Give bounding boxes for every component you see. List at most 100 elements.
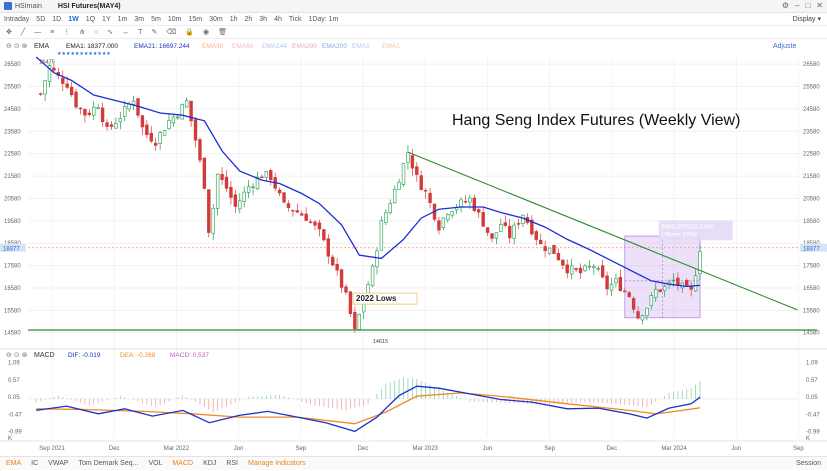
candle-body: [508, 225, 512, 239]
indicator-rsi[interactable]: RSI: [226, 460, 238, 467]
candle-body: [415, 166, 419, 175]
candle-body: [154, 142, 158, 146]
timeframe-1q[interactable]: 1Q: [85, 15, 96, 23]
macd-tick-right: K: [806, 436, 810, 442]
candle-body: [485, 227, 490, 233]
fib-tool-icon[interactable]: ⋮: [63, 29, 71, 36]
timeframe-1w[interactable]: 1W: [68, 15, 79, 23]
candle-body: [229, 186, 233, 198]
timeframe-1m[interactable]: 1m: [117, 15, 128, 23]
range-label-bg: [658, 220, 733, 241]
candle-body: [503, 222, 507, 226]
candle-body: [556, 252, 561, 261]
ema-legend-item: EMA1: [352, 43, 370, 50]
candle-body: [671, 279, 676, 282]
indicator-ic[interactable]: IC: [31, 460, 39, 467]
candle-body: [636, 311, 640, 319]
downtrend-line: [407, 151, 798, 311]
candle-body: [96, 107, 100, 109]
delete-tool-icon[interactable]: 🗑: [218, 29, 227, 36]
timeframe-1y[interactable]: 1Y: [102, 15, 111, 23]
candle-body: [490, 233, 494, 239]
timeframe-2h[interactable]: 2h: [244, 15, 253, 23]
timeframe-1day1m[interactable]: 1Day: 1m: [308, 15, 339, 23]
candle-body: [264, 170, 269, 178]
timeframe-3m[interactable]: 3m: [134, 15, 145, 23]
timeframe-3h[interactable]: 3h: [259, 15, 268, 23]
display-dropdown[interactable]: Display ▾: [792, 16, 821, 23]
candle-body: [246, 186, 251, 193]
candle-body: [649, 295, 654, 306]
candle-body: [516, 223, 521, 225]
price-tick-right: 26580: [803, 62, 820, 68]
erase-tool-icon[interactable]: ⌫: [166, 29, 177, 36]
indicator-vol[interactable]: VOL: [148, 460, 163, 467]
candle-body: [446, 213, 450, 221]
text-tool-icon[interactable]: T: [138, 28, 143, 36]
current-price-label-left: 18377: [3, 246, 20, 252]
candle-body: [631, 298, 636, 310]
candle-body: [69, 86, 74, 95]
timeframe-1h[interactable]: 1h: [229, 15, 238, 23]
candle-body: [87, 112, 92, 116]
candle-body: [326, 238, 330, 257]
app-name: HSImain: [15, 2, 42, 10]
timeframe-1d[interactable]: 1D: [52, 15, 62, 23]
timeframe-15m[interactable]: 15m: [188, 15, 203, 23]
lock-tool-icon[interactable]: 🔒: [185, 29, 194, 36]
timeframe-5m[interactable]: 5m: [151, 15, 161, 23]
timeframe-5d[interactable]: 5D: [36, 15, 46, 23]
candle-body: [140, 115, 145, 128]
indicator-vwap[interactable]: VWAP: [48, 460, 69, 467]
timeframe-intraday[interactable]: Intraday: [4, 15, 30, 23]
candle-body: [689, 286, 693, 290]
indicator-ema[interactable]: EMA: [6, 460, 22, 467]
session-button[interactable]: Session: [796, 460, 821, 467]
candle-body: [304, 213, 308, 221]
measure-tool-icon[interactable]: ↔: [122, 28, 130, 36]
crosshair-tool-icon[interactable]: ✥: [6, 29, 12, 36]
timeframe-30m[interactable]: 30m: [209, 15, 223, 23]
candle-body: [238, 200, 242, 210]
candle-body: [565, 264, 569, 274]
price-tick-left: 20580: [4, 196, 21, 202]
price-tick-left: 26580: [4, 62, 21, 68]
timeframe-10m[interactable]: 10m: [167, 15, 182, 23]
drawing-toolbar: ✥ ╱ — ≡ ⋮ ⋔ ○ ∿ ↔ T ✎ ⌫ 🔒 ◉ 🗑: [0, 26, 827, 39]
price-tick-right: 19580: [803, 219, 820, 225]
candle-body: [512, 224, 516, 239]
candle-body: [569, 265, 574, 275]
maximize-icon[interactable]: □: [805, 1, 811, 10]
chart-area[interactable]: ⊖ ⊙ ⊗ EMA EMA1: 18377.000 EMA21: 16697.244 E…: [0, 39, 827, 456]
timeframe-tick[interactable]: Tick: [288, 15, 302, 23]
macd-legend-icons: ⊖ ⊙ ⊗: [6, 352, 28, 359]
pitchfork-tool-icon[interactable]: ⋔: [79, 29, 86, 36]
timeframe-4h[interactable]: 4h: [274, 15, 282, 23]
candle-body: [618, 276, 623, 291]
eye-tool-icon[interactable]: ◉: [202, 29, 210, 36]
candle-body: [300, 213, 304, 216]
candle-body: [596, 268, 600, 270]
line-tool-icon[interactable]: ╱: [20, 29, 26, 36]
range-label-line2: 15bars 105d: [661, 231, 698, 238]
macd-tick-right: -0.99: [806, 430, 820, 436]
candle-body: [384, 212, 388, 224]
instrument-tab[interactable]: HSI Futures(MAY4): [57, 2, 121, 10]
candle-body: [339, 269, 344, 288]
circle-tool-icon[interactable]: ○: [94, 28, 99, 36]
wave-tool-icon[interactable]: ∿: [107, 29, 114, 36]
channel-tool-icon[interactable]: ≡: [50, 28, 55, 36]
minimize-icon[interactable]: –: [795, 1, 800, 10]
time-tick: Jun: [483, 446, 493, 452]
indicator-tomdemarkseq[interactable]: Tom Demark Seq...: [78, 460, 139, 467]
indicator-macd[interactable]: MACD: [172, 460, 194, 467]
indicator-manageindicators[interactable]: Manage Indicators: [248, 460, 306, 467]
price-tick-left: 19580: [4, 219, 21, 225]
brush-tool-icon[interactable]: ✎: [151, 29, 158, 36]
gear-icon[interactable]: ⚙: [781, 1, 789, 10]
price-tick-left: 14580: [4, 331, 21, 337]
indicator-kdj[interactable]: KDJ: [203, 460, 217, 467]
close-icon[interactable]: ✕: [816, 1, 823, 10]
hline-tool-icon[interactable]: —: [34, 28, 42, 36]
candle-body: [623, 290, 627, 293]
